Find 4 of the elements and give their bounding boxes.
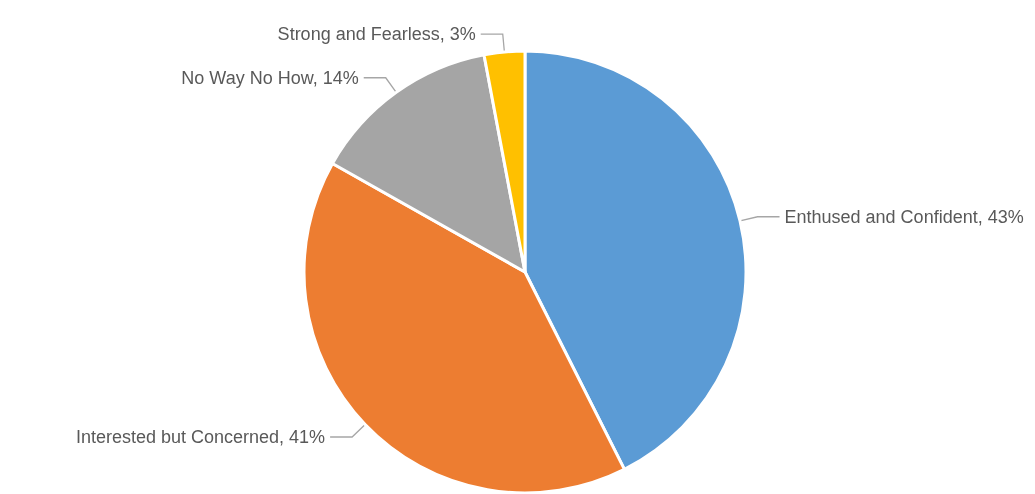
slice-label: No Way No How, 14%: [181, 67, 359, 88]
slice-label: Interested but Concerned, 41%: [75, 427, 326, 448]
slice-label: Enthused and Confident, 43%: [784, 206, 1024, 227]
slice-label: Strong and Fearless, 3%: [277, 24, 476, 45]
